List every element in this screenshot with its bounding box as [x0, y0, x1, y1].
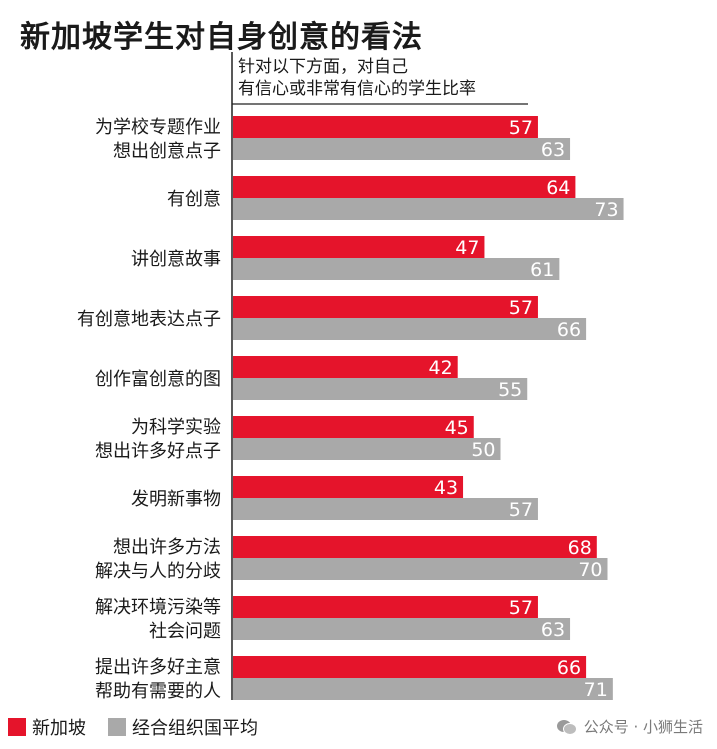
category-label: 创作富创意的图 [95, 369, 221, 390]
data-label-singapore: 64 [546, 177, 570, 199]
data-label-oecd: 61 [530, 259, 554, 281]
bar-singapore [233, 296, 538, 318]
bar-oecd [233, 318, 587, 340]
category-label: 想出许多好点子 [95, 441, 221, 462]
data-label-singapore: 57 [509, 117, 533, 139]
bar-oecd [233, 618, 571, 640]
chart-title: 新加坡学生对自身创意的看法 [20, 20, 423, 55]
legend-label-singapore: 新加坡 [32, 718, 86, 739]
category-label: 解决环境污染等 [95, 597, 221, 618]
bar-singapore [233, 116, 538, 138]
bar-oecd [233, 498, 538, 520]
data-label-singapore: 57 [509, 597, 533, 619]
bar-oecd [233, 198, 624, 220]
legend-swatch-oecd [108, 718, 126, 736]
category-label: 解决与人的分歧 [95, 561, 221, 582]
data-label-oecd: 57 [509, 499, 533, 521]
bar-singapore [233, 356, 458, 378]
chart-subtitle-line-1: 针对以下方面，对自己 [238, 57, 408, 77]
category-label: 想出许多方法 [113, 537, 221, 558]
data-label-oecd: 70 [578, 559, 602, 581]
data-label-oecd: 66 [557, 319, 581, 341]
bar-singapore [233, 236, 485, 258]
category-label: 讲创意故事 [131, 249, 221, 270]
category-label: 有创意 [167, 189, 221, 210]
legend: 新加坡 经合组织国平均 [8, 714, 280, 740]
category-label: 想出创意点子 [113, 141, 221, 162]
data-label-oecd: 63 [541, 139, 565, 161]
data-label-oecd: 55 [498, 379, 522, 401]
data-label-singapore: 66 [557, 657, 581, 679]
watermark-text: 公众号 · 小狮生活 [583, 718, 703, 736]
bar-singapore [233, 416, 474, 438]
chart-subtitle-line-2: 有信心或非常有信心的学生比率 [238, 79, 476, 99]
wechat-icon [556, 719, 578, 735]
bar-oecd [233, 678, 613, 700]
data-label-oecd: 50 [471, 439, 495, 461]
data-label-oecd: 73 [594, 199, 618, 221]
bar-singapore [233, 536, 597, 558]
category-label: 帮助有需要的人 [95, 681, 221, 702]
bar-singapore [233, 176, 576, 198]
category-label: 提出许多好主意 [95, 657, 221, 678]
bar-oecd [233, 138, 571, 160]
legend-label-oecd: 经合组织国平均 [132, 718, 258, 739]
data-label-singapore: 47 [455, 237, 479, 259]
watermark: 公众号 · 小狮生活 [556, 716, 703, 737]
category-label: 社会问题 [149, 621, 221, 642]
data-label-singapore: 57 [509, 297, 533, 319]
bar-oecd [233, 258, 560, 280]
data-label-oecd: 71 [584, 679, 608, 701]
data-label-oecd: 63 [541, 619, 565, 641]
data-label-singapore: 42 [429, 357, 453, 379]
data-label-singapore: 45 [445, 417, 469, 439]
bar-singapore [233, 656, 587, 678]
bar-oecd [233, 438, 501, 460]
data-label-singapore: 43 [434, 477, 458, 499]
bar-singapore [233, 596, 538, 618]
legend-swatch-singapore [8, 718, 26, 736]
bar-oecd [233, 558, 608, 580]
category-label: 有创意地表达点子 [77, 309, 221, 330]
data-label-singapore: 68 [568, 537, 592, 559]
category-label: 为学校专题作业 [95, 117, 221, 138]
bar-oecd [233, 378, 528, 400]
category-label: 发明新事物 [131, 489, 221, 510]
category-label: 为科学实验 [131, 417, 221, 438]
bar-singapore [233, 476, 464, 498]
